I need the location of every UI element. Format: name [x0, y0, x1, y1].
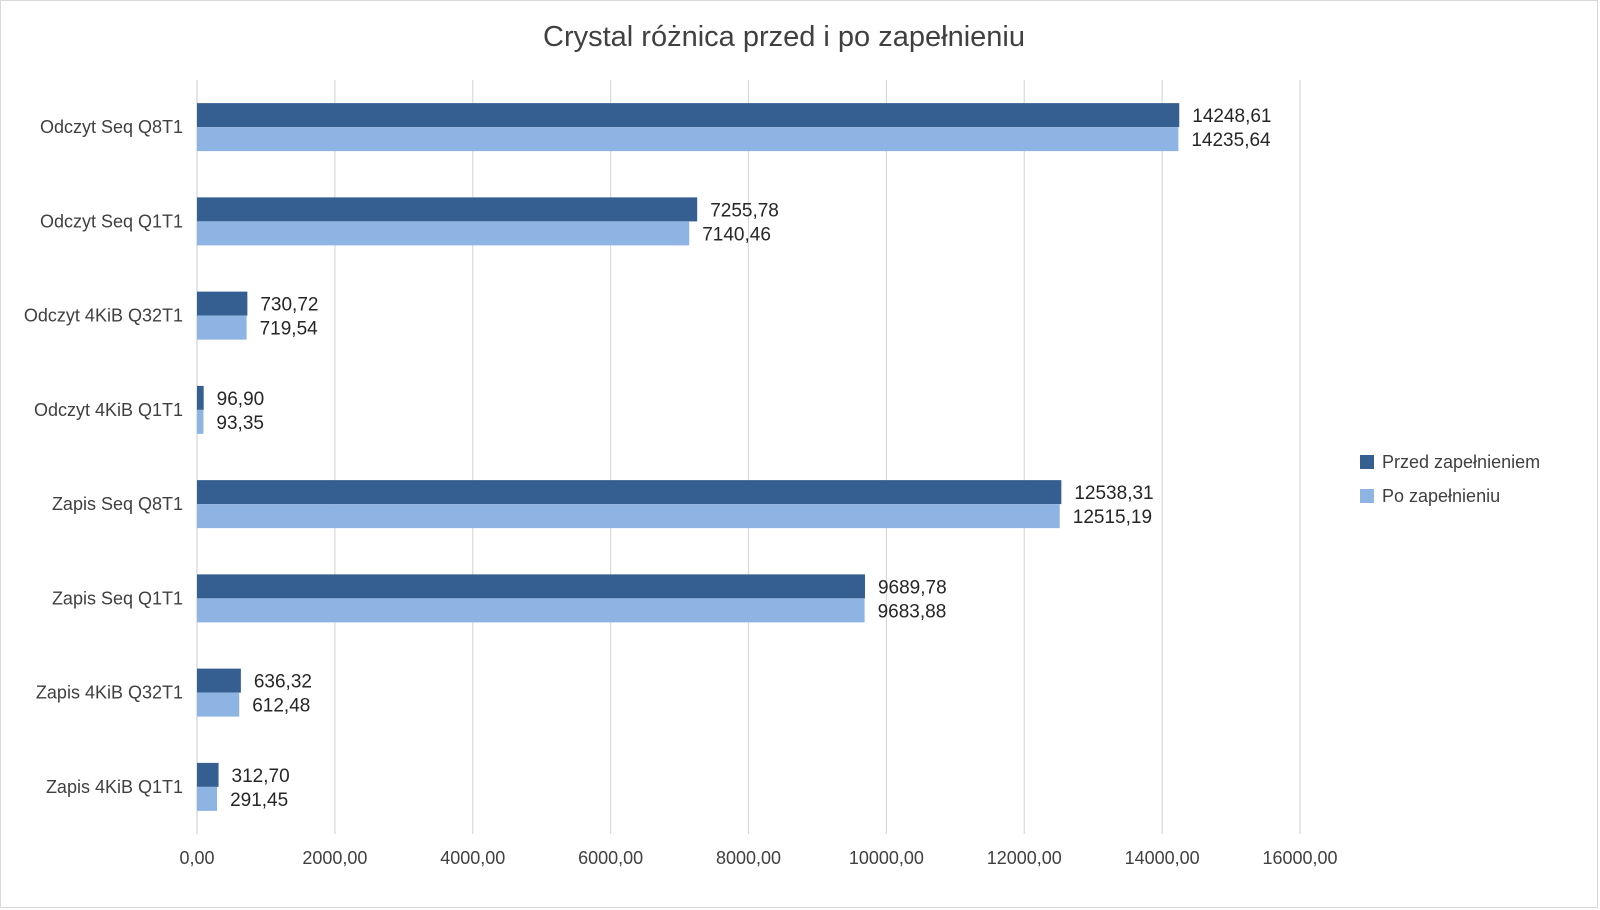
gridlines [196, 80, 1301, 834]
x-tick-label: 2000,00 [302, 848, 367, 868]
legend-swatch [1360, 489, 1374, 503]
data-label: 9689,78 [878, 577, 947, 598]
category-label: Odczyt Seq Q1T1 [40, 211, 183, 231]
bar [197, 762, 219, 787]
category-label: Odczyt 4KiB Q32T1 [24, 306, 183, 326]
category-label: Zapis 4KiB Q32T1 [36, 683, 183, 703]
data-label: 12515,19 [1073, 507, 1152, 528]
bar [197, 598, 865, 623]
data-label: 7255,78 [710, 200, 779, 221]
bar [197, 315, 247, 340]
bars [197, 103, 1180, 811]
legend-label: Po zapełnieniu [1382, 486, 1500, 506]
data-label: 14248,61 [1192, 106, 1271, 127]
data-label: 612,48 [252, 696, 310, 717]
bar [197, 103, 1180, 128]
bar [197, 668, 241, 693]
data-label: 14235,64 [1191, 130, 1271, 151]
chart-title: Crystal różnica przed i po zapełnieniu [543, 21, 1025, 53]
category-labels: Odczyt Seq Q8T1 Odczyt Seq Q1T1 Odczyt 4Ki… [24, 117, 183, 797]
data-label: 9683,88 [878, 601, 947, 622]
data-label: 312,70 [232, 766, 290, 787]
x-tick-label: 8000,00 [716, 848, 781, 868]
x-tick-label: 4000,00 [440, 848, 505, 868]
bar [197, 221, 690, 246]
legend: Przed zapełnieniem Po zapełnieniu [1360, 452, 1540, 506]
legend-label: Przed zapełnieniem [1382, 452, 1540, 472]
data-labels: 14248,61 14235,64 7255,78 7140,46 730,72 719,… [216, 106, 1271, 811]
bar [197, 480, 1062, 505]
x-tick-label: 14000,00 [1125, 848, 1200, 868]
bar [197, 385, 204, 410]
category-label: Zapis 4KiB Q1T1 [46, 777, 183, 797]
data-label: 93,35 [216, 413, 264, 434]
legend-swatch [1360, 455, 1374, 469]
x-tick-labels: 0,00 2000,00 4000,00 6000,00 8000,00 10000,00… [179, 848, 1337, 868]
bar [197, 127, 1179, 152]
bar [197, 786, 218, 811]
x-tick-label: 16000,00 [1262, 848, 1337, 868]
bar [197, 574, 865, 599]
category-label: Zapis Seq Q1T1 [52, 588, 183, 608]
category-label: Odczyt Seq Q8T1 [40, 117, 183, 137]
bar [197, 409, 204, 434]
x-tick-label: 6000,00 [578, 848, 643, 868]
data-label: 636,32 [254, 672, 312, 693]
data-label: 719,54 [260, 319, 319, 340]
category-label: Zapis Seq Q8T1 [52, 494, 183, 514]
x-tick-label: 0,00 [179, 848, 214, 868]
bar [197, 291, 248, 316]
data-label: 291,45 [230, 790, 288, 811]
bar [197, 197, 698, 222]
x-tick-label: 10000,00 [849, 848, 924, 868]
bar [197, 692, 240, 717]
data-label: 96,90 [217, 389, 265, 410]
data-label: 12538,31 [1074, 483, 1153, 504]
x-tick-label: 12000,00 [987, 848, 1062, 868]
data-label: 7140,46 [702, 224, 771, 245]
bar [197, 504, 1060, 529]
category-label: Odczyt 4KiB Q1T1 [34, 400, 183, 420]
data-label: 730,72 [260, 295, 318, 316]
